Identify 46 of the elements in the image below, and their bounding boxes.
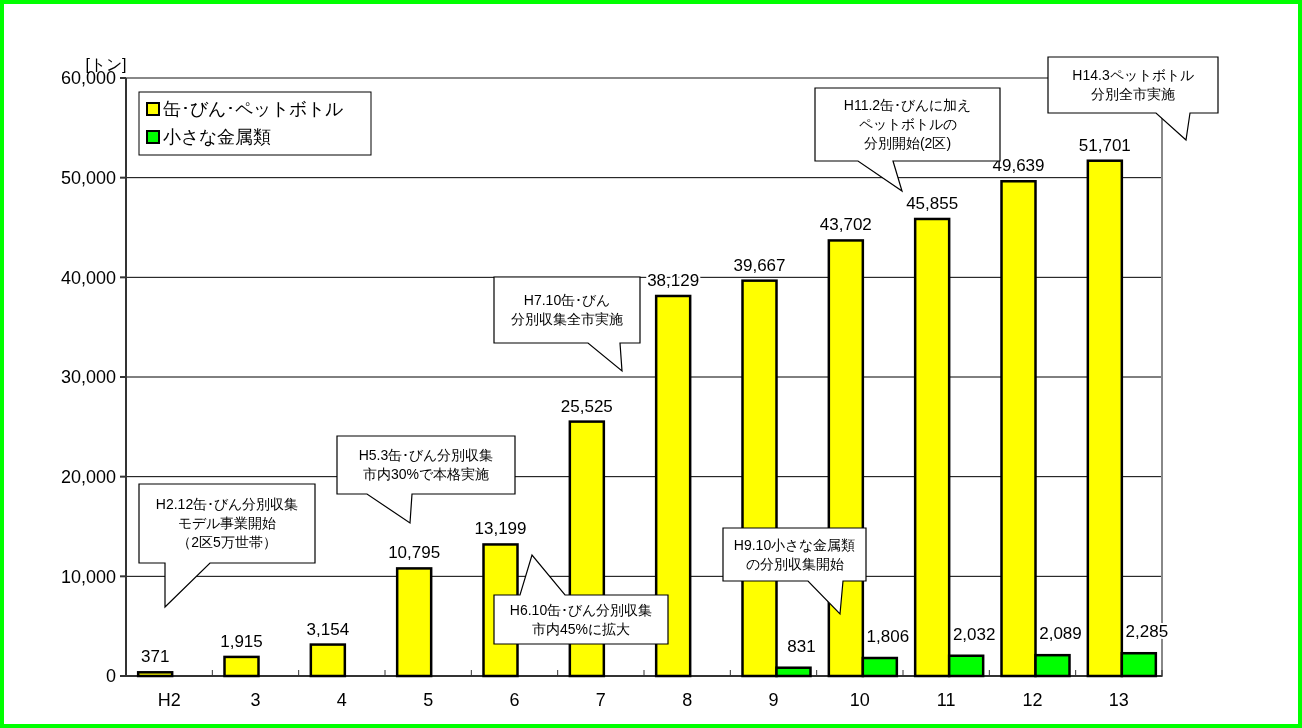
- y-tick-label: 20,000: [60, 466, 116, 487]
- data-label: 831: [787, 636, 816, 656]
- x-tick-label: 9: [768, 690, 779, 710]
- data-label: 2,285: [1125, 622, 1169, 642]
- x-tick-label: 12: [1022, 690, 1043, 710]
- x-tick-label: 13: [1108, 690, 1129, 710]
- y-tick-label: 30,000: [60, 367, 116, 388]
- annotation: H9.10小さな金属類の分別収集開始: [733, 536, 856, 572]
- data-label: 1,806: [866, 627, 910, 646]
- data-label: 3,154: [306, 619, 350, 639]
- annotation: H7.10缶･びん分別収集全市実施: [511, 292, 623, 328]
- data-label: 371: [140, 647, 170, 667]
- data-label: 51,701: [1078, 135, 1131, 155]
- bar: [309, 643, 347, 678]
- legend-label: 小さな金属類: [163, 127, 271, 148]
- x-tick-label: 8: [682, 690, 693, 710]
- data-label: 1,915: [220, 631, 263, 651]
- x-tick-label: 11: [936, 690, 956, 710]
- x-tick-label: 3: [250, 690, 261, 710]
- data-label: 43,702: [819, 215, 872, 235]
- annotation: H14.3ペットボトル分別全市実施: [1072, 67, 1194, 103]
- data-label: 2,032: [952, 624, 996, 644]
- y-tick-label: 10,000: [60, 566, 116, 587]
- legend-label: 缶･びん･ペットボトル: [163, 99, 343, 120]
- y-tick-label: 0: [105, 666, 116, 687]
- x-tick-label: H2: [157, 690, 181, 710]
- data-label: 13,199: [474, 519, 527, 539]
- annotation: H2.12缶･びん分別収集モデル事業開始（2区5万世帯）: [155, 496, 299, 551]
- bar: [223, 655, 260, 678]
- y-tick-label: 40,000: [60, 267, 116, 288]
- x-tick-label: 4: [336, 690, 347, 710]
- annotation: H11.2缶･びんに加えペットボトルの分別開始(2区): [843, 97, 972, 152]
- x-tick-label: 5: [423, 690, 434, 710]
- x-tick-label: 6: [509, 690, 520, 710]
- bar: [136, 671, 174, 678]
- x-tick-label: 10: [849, 690, 870, 710]
- data-label: 2,089: [1039, 624, 1082, 644]
- annotation: H6.10缶･びん分別収集市内45%に拡大: [509, 601, 653, 637]
- x-tick-label: 7: [595, 690, 606, 710]
- annotation: H5.3缶･びん分別収集市内30%で本格実施: [358, 447, 494, 483]
- data-label: 45,855: [906, 193, 959, 213]
- data-label: 39,667: [733, 255, 786, 275]
- data-label: 10,795: [388, 543, 441, 563]
- y-tick-label: 50,000: [60, 167, 116, 188]
- data-label: 25,525: [560, 396, 613, 416]
- data-label: 49,639: [992, 156, 1045, 176]
